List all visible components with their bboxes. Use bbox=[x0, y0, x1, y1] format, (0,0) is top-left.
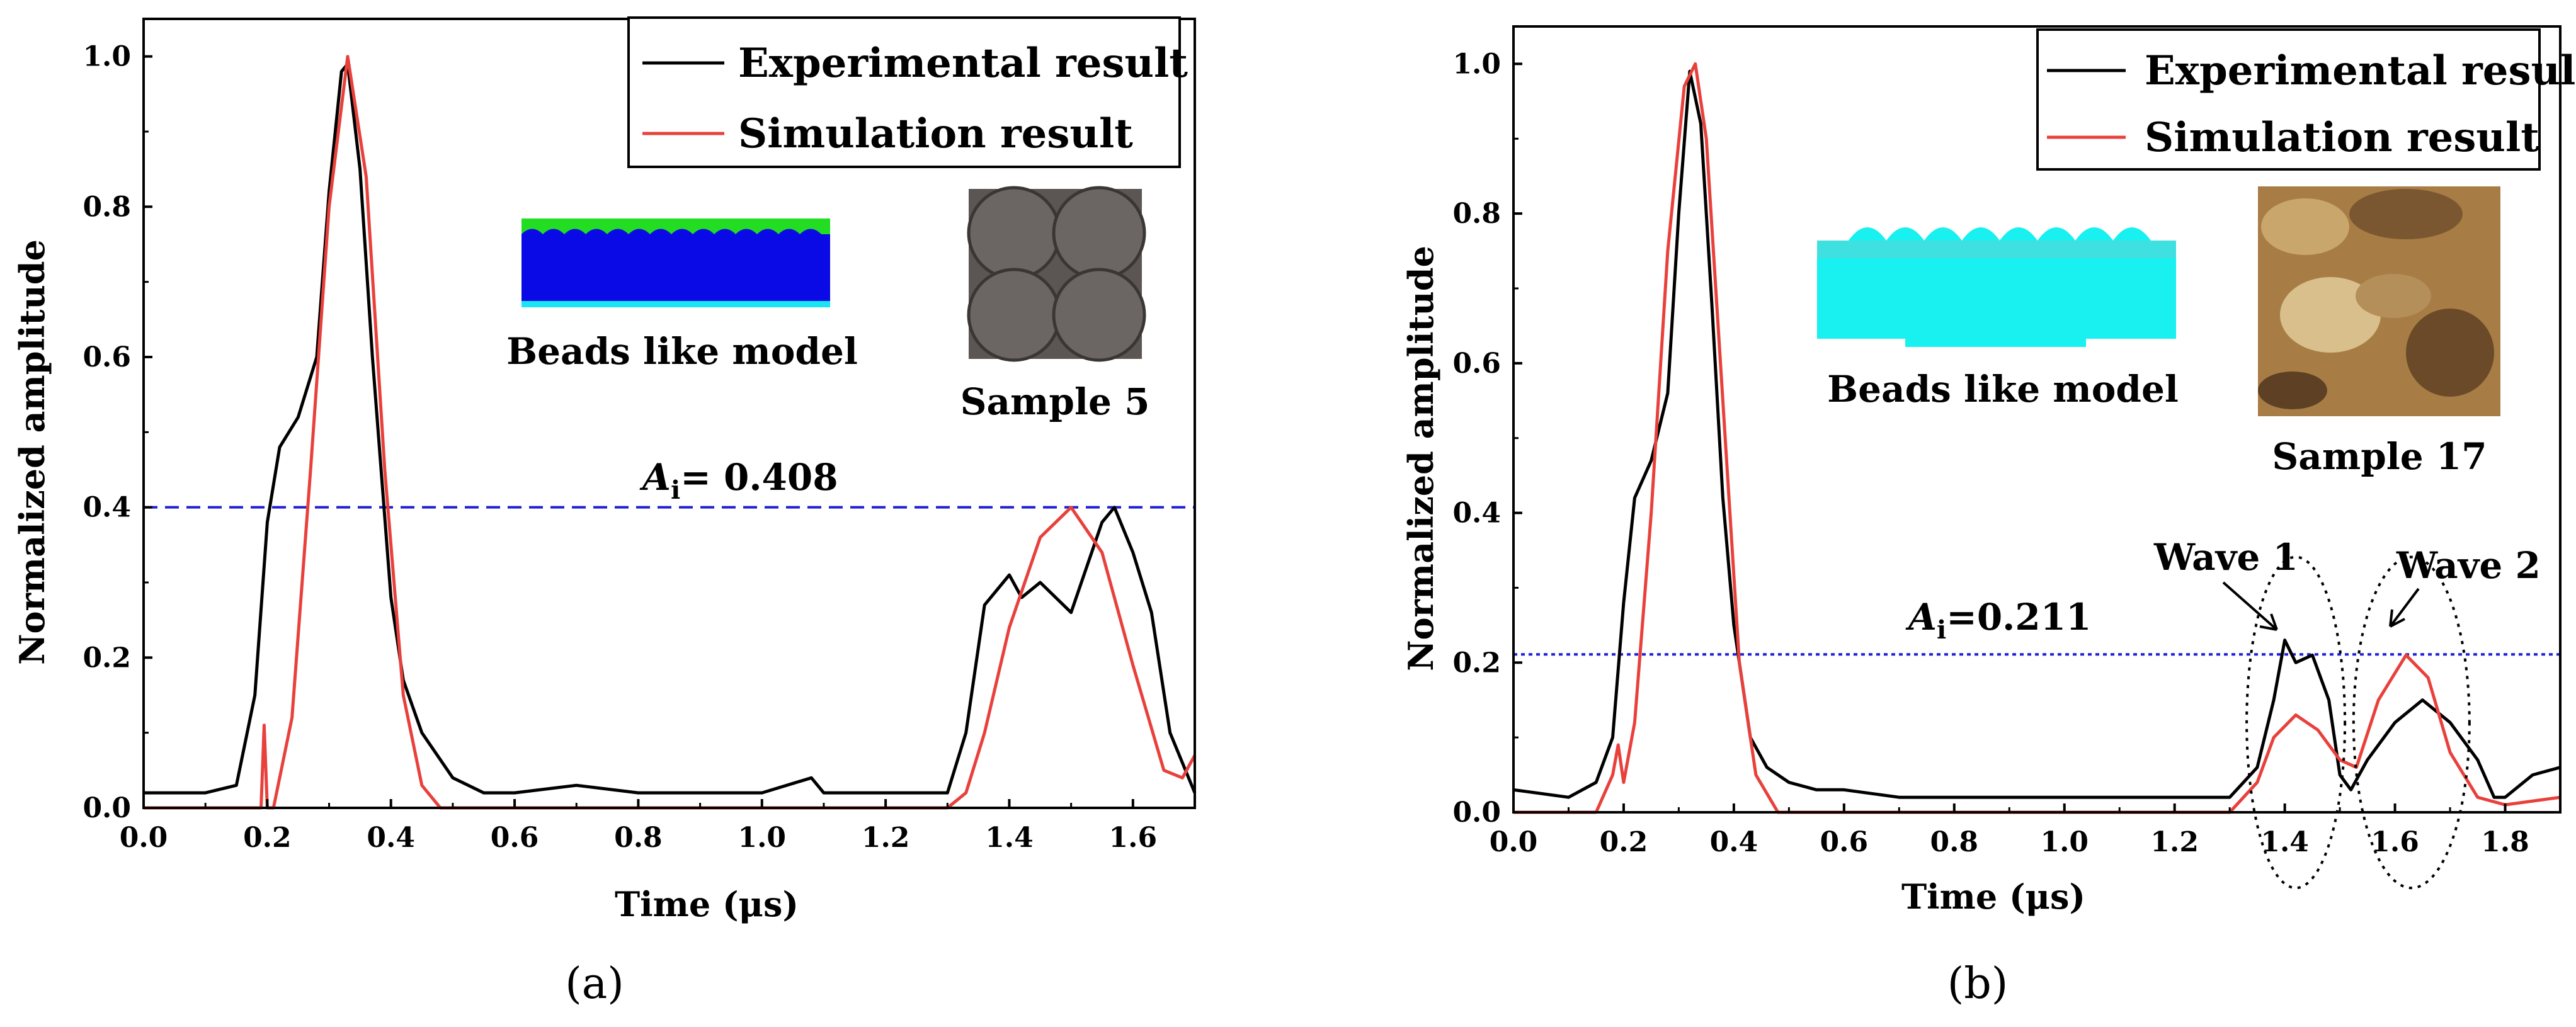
sample-label-b: Sample 17 bbox=[2272, 435, 2487, 478]
x-axis-label-a: Time (μs) bbox=[615, 884, 799, 924]
x-tick-label-a-7: 1.4 bbox=[985, 822, 1034, 854]
y-tick-label-a-0: 0.0 bbox=[83, 792, 131, 824]
x-tick-label-b-7: 1.4 bbox=[2260, 826, 2309, 858]
wave-1-label: Wave 1 bbox=[2153, 536, 2298, 579]
series-experimental-b bbox=[1513, 69, 2561, 799]
y-tick-label-b-4: 0.8 bbox=[1452, 198, 1501, 230]
model-label-b: Beads like model bbox=[1827, 368, 2179, 411]
x-tick-label-b-2: 0.4 bbox=[1710, 826, 1758, 858]
legend-label-experimental-a: Experimental result bbox=[738, 40, 1188, 87]
threshold-label-a: Ai= 0.408 bbox=[639, 456, 838, 505]
caption-a: (a) bbox=[565, 959, 624, 1009]
y-tick-label-b-5: 1.0 bbox=[1452, 48, 1501, 80]
legend-label-simulation-a: Simulation result bbox=[738, 110, 1133, 157]
panel-b: 0.0 0.2 0.4 0.6 0.8 1.0 1.2 1.4 1.6 1.8 0.0 0.2 0.4 0… bbox=[1401, 25, 2576, 1009]
x-tick-label-b-8: 1.6 bbox=[2371, 826, 2419, 858]
wave-2-ellipse bbox=[2352, 555, 2471, 890]
sample-photo-a bbox=[967, 186, 1146, 362]
x-tick-label-a-1: 0.2 bbox=[243, 822, 292, 854]
sample-label-a: Sample 5 bbox=[960, 380, 1150, 423]
series-simulation-a bbox=[144, 55, 1197, 810]
x-tick-label-a-8: 1.6 bbox=[1109, 822, 1158, 854]
y-tick-label-a-4: 0.8 bbox=[83, 191, 131, 223]
y-tick-label-a-5: 1.0 bbox=[83, 41, 131, 73]
y-axis-label-a: Normalized amplitude bbox=[12, 239, 52, 665]
x-tick-label-a-2: 0.4 bbox=[367, 822, 415, 854]
y-tick-label-a-1: 0.2 bbox=[83, 642, 131, 674]
x-tick-label-a-5: 1.0 bbox=[738, 822, 786, 854]
y-tick-label-b-1: 0.2 bbox=[1452, 647, 1501, 679]
panel-a: 0.0 0.2 0.4 0.6 0.8 1.0 1.2 1.4 1.6 0.0 0.2 0.4 0.6 0… bbox=[12, 16, 1197, 1009]
legend-label-experimental-b: Experimental result bbox=[2145, 47, 2576, 94]
beads-model-b bbox=[1817, 227, 2176, 347]
x-tick-label-a-4: 0.8 bbox=[614, 822, 663, 854]
x-tick-label-b-5: 1.0 bbox=[2040, 826, 2089, 858]
x-tick-label-a-0: 0.0 bbox=[120, 822, 168, 854]
x-tick-label-a-3: 0.6 bbox=[491, 822, 539, 854]
x-tick-label-b-0: 0.0 bbox=[1490, 826, 1538, 858]
wave-1-arrow bbox=[2222, 581, 2278, 631]
plot-b: 0.0 0.2 0.4 0.6 0.8 1.0 1.2 1.4 1.6 1.8 0.0 0.2 0.4 0… bbox=[1452, 25, 2562, 858]
series-experimental-a bbox=[144, 62, 1197, 795]
x-tick-label-b-6: 1.2 bbox=[2150, 826, 2199, 858]
x-tick-label-b-4: 0.8 bbox=[1930, 826, 1979, 858]
y-tick-label-a-2: 0.4 bbox=[83, 492, 131, 524]
sample-photo-b bbox=[2258, 186, 2500, 416]
legend-a: Experimental result Simulation result bbox=[627, 16, 1188, 168]
wave-annotations bbox=[2222, 555, 2471, 890]
threshold-label-b: Ai=0.211 bbox=[1905, 596, 2091, 645]
x-axis-label-b: Time (μs) bbox=[1901, 877, 2085, 917]
y-tick-label-b-0: 0.0 bbox=[1452, 797, 1501, 829]
x-tick-label-b-3: 0.6 bbox=[1820, 826, 1869, 858]
plot-a: 0.0 0.2 0.4 0.6 0.8 1.0 1.2 1.4 1.6 0.0 0.2 0.4 0.6 0… bbox=[83, 18, 1197, 854]
legend-b: Experimental result Simulation result bbox=[2036, 28, 2576, 171]
wave-2-label: Wave 2 bbox=[2396, 544, 2541, 587]
beads-model-a bbox=[521, 218, 830, 307]
y-axis-label-b: Normalized amplitude bbox=[1401, 246, 1441, 671]
y-tick-label-b-2: 0.4 bbox=[1452, 497, 1501, 530]
x-tick-label-b-9: 1.8 bbox=[2481, 826, 2529, 858]
caption-b: (b) bbox=[1947, 959, 2009, 1009]
wave-1-ellipse bbox=[2245, 555, 2347, 890]
model-label-a: Beads like model bbox=[506, 330, 858, 373]
x-tick-label-b-1: 0.2 bbox=[1600, 826, 1648, 858]
x-tick-label-a-6: 1.2 bbox=[862, 822, 910, 854]
y-tick-label-a-3: 0.6 bbox=[83, 341, 131, 373]
legend-label-simulation-b: Simulation result bbox=[2145, 114, 2539, 161]
y-tick-label-b-3: 0.6 bbox=[1452, 348, 1501, 380]
plot-frame-b bbox=[1512, 25, 2562, 814]
wave-2-arrow bbox=[2389, 587, 2420, 628]
